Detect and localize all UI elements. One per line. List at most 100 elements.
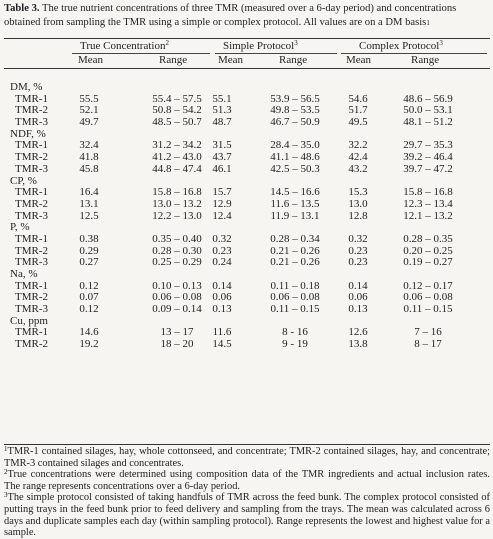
cell-label: TMR-1 bbox=[15, 186, 48, 199]
cell-tr: 41.2 – 43.0 bbox=[152, 151, 202, 164]
table-caption: Table 3. The true nutrient concentration… bbox=[4, 2, 490, 30]
cell-tm: 19.2 bbox=[79, 338, 99, 351]
cell-label: TMR-1 bbox=[15, 232, 48, 245]
cell-label: P, % bbox=[10, 221, 30, 234]
cell-cm: 42.4 bbox=[348, 151, 368, 164]
cell-label: TMR-2 bbox=[15, 244, 48, 257]
table-row: TMR-2 19.2 18 – 20 14.5 9 - 19 13.8 8 – 17 bbox=[0, 338, 493, 351]
header-simple-underline bbox=[215, 53, 337, 54]
header-true-underline bbox=[72, 53, 210, 54]
cell-tm: 0.12 bbox=[79, 303, 99, 316]
table-row: TMR-3 0.27 0.25 – 0.29 0.24 0.21 – 0.26 0.23 0… bbox=[0, 257, 493, 269]
cell-label: TMR-2 bbox=[15, 104, 48, 117]
cell-cr: 0.20 – 0.25 bbox=[403, 244, 453, 257]
cell-cm: 0.32 bbox=[348, 232, 368, 245]
table-group-row: Na, % bbox=[0, 268, 493, 281]
header-true-concentration: True Concentration2 bbox=[80, 39, 169, 53]
header-simple-protocol: Simple Protocol3 bbox=[223, 39, 298, 53]
header-simple-range: Range bbox=[279, 54, 308, 66]
cell-tr: 18 – 20 bbox=[160, 338, 194, 351]
cell-sm: 55.1 bbox=[212, 92, 232, 105]
cell-sr: 0.11 – 0.18 bbox=[270, 279, 320, 292]
cell-cm: 0.06 bbox=[348, 291, 368, 304]
cell-sr: 41.1 – 48.6 bbox=[270, 151, 320, 164]
cell-sr: 42.5 – 50.3 bbox=[270, 162, 320, 175]
cell-cr: 0.12 – 0.17 bbox=[403, 279, 453, 292]
cell-cm: 49.5 bbox=[348, 116, 368, 129]
cell-cm: 43.2 bbox=[348, 162, 368, 175]
cell-sr: 0.06 – 0.08 bbox=[270, 291, 320, 304]
footnote: 2True concentrations were determined usi… bbox=[4, 469, 490, 492]
cell-cr: 12.1 – 13.2 bbox=[403, 209, 453, 222]
header-complex-range: Range bbox=[411, 54, 440, 66]
table-label: Table 3. bbox=[4, 3, 40, 14]
table-bottom-rule bbox=[4, 444, 490, 445]
header-bottom-rule bbox=[4, 68, 490, 69]
cell-tm: 55.5 bbox=[79, 92, 99, 105]
cell-label: TMR-2 bbox=[15, 197, 48, 210]
cell-sr: 14.5 – 16.6 bbox=[270, 186, 320, 199]
cell-tm: 0.12 bbox=[79, 279, 99, 292]
cell-sm: 51.3 bbox=[212, 104, 232, 117]
cell-cr: 39.7 – 47.2 bbox=[403, 162, 453, 175]
cell-sr: 0.28 – 0.34 bbox=[270, 232, 320, 245]
footnote-mark: 2 bbox=[4, 468, 8, 477]
cell-tr: 44.8 – 47.4 bbox=[152, 162, 202, 175]
cell-cr: 8 – 17 bbox=[414, 338, 442, 351]
cell-cr: 0.06 – 0.08 bbox=[403, 291, 453, 304]
table-row: TMR-1 32.4 31.2 – 34.2 31.5 28.4 – 35.0 32.2 2… bbox=[0, 140, 493, 152]
cell-tr: 15.8 – 16.8 bbox=[152, 186, 202, 199]
table-group-row: P, % bbox=[0, 222, 493, 234]
cell-sm: 15.7 bbox=[212, 186, 232, 199]
cell-cr: 0.28 – 0.35 bbox=[403, 232, 453, 245]
cell-label: Na, % bbox=[10, 268, 38, 280]
cell-tr: 0.06 – 0.08 bbox=[152, 291, 202, 304]
cell-tr: 0.35 – 0.40 bbox=[152, 232, 202, 245]
cell-label: TMR-1 bbox=[15, 92, 48, 105]
footnote: 1TMR-1 contained silages, hay, whole cot… bbox=[4, 446, 490, 469]
table-row: TMR-3 0.12 0.09 – 0.14 0.13 0.11 – 0.15 0.13 0… bbox=[0, 303, 493, 316]
cell-cm: 13.8 bbox=[348, 338, 368, 351]
table-body: DM, % TMR-1 55.5 55.4 – 57.5 55.1 53.9 – 56.5… bbox=[0, 81, 493, 351]
cell-cr: 48.1 – 51.2 bbox=[403, 116, 453, 129]
table-row: TMR-2 0.29 0.28 – 0.30 0.23 0.21 – 0.26 0.23 0… bbox=[0, 244, 493, 258]
header-complex-protocol: Complex Protocol3 bbox=[359, 39, 443, 53]
cell-label: Cu, ppm bbox=[10, 314, 48, 327]
cell-tm: 0.29 bbox=[79, 244, 99, 257]
cell-tm: 16.4 bbox=[79, 186, 99, 199]
cell-cr: 29.7 – 35.3 bbox=[403, 139, 453, 152]
table-row: TMR-2 0.07 0.06 – 0.08 0.06 0.06 – 0.08 0.06 0… bbox=[0, 292, 493, 304]
cell-label: TMR-3 bbox=[15, 209, 48, 222]
cell-cr: 0.19 – 0.27 bbox=[403, 256, 453, 269]
cell-cm: 0.23 bbox=[348, 256, 368, 269]
cell-sr: 49.8 – 53.5 bbox=[270, 104, 320, 117]
header-complex-underline bbox=[341, 53, 487, 54]
table-row: TMR-1 55.5 55.4 – 57.5 55.1 53.9 – 56.5 54.6 4… bbox=[0, 92, 493, 106]
cell-sr: 0.21 – 0.26 bbox=[270, 244, 320, 257]
footnote-text: The simple protocol consisted of taking … bbox=[4, 492, 490, 539]
cell-sm: 0.23 bbox=[212, 244, 232, 257]
cell-tm: 32.4 bbox=[79, 139, 99, 152]
table-row: TMR-2 13.1 13.0 – 13.2 12.9 11.6 – 13.5 13.0 1… bbox=[0, 197, 493, 211]
cell-cm: 12.6 bbox=[348, 326, 368, 339]
table-group-row: NDF, % bbox=[0, 128, 493, 141]
table-row: TMR-2 41.8 41.2 – 43.0 43.7 41.1 – 48.6 42.4 3… bbox=[0, 151, 493, 164]
cell-label: TMR-3 bbox=[15, 116, 48, 129]
cell-tm: 12.5 bbox=[79, 209, 99, 222]
table-row: TMR-3 12.5 12.2 – 13.0 12.4 11.9 – 13.1 12.8 1… bbox=[0, 209, 493, 223]
cell-sr: 28.4 – 35.0 bbox=[270, 139, 320, 152]
cell-cm: 15.3 bbox=[348, 186, 368, 199]
header-true-range: Range bbox=[159, 54, 188, 66]
cell-sm: 48.7 bbox=[212, 116, 232, 129]
table-row: TMR-2 52.1 50.8 – 54.2 51.3 49.8 – 53.5 51.7 5… bbox=[0, 105, 493, 117]
caption-text: The true nutrient concentrations of thre… bbox=[4, 3, 457, 28]
header-true-mean: Mean bbox=[78, 54, 104, 66]
cell-sm: 12.9 bbox=[212, 197, 232, 210]
cell-sr: 9 - 19 bbox=[282, 338, 308, 351]
cell-cm: 0.13 bbox=[348, 303, 368, 316]
table-group-row: DM, % bbox=[0, 81, 493, 94]
cell-label: TMR-1 bbox=[15, 139, 48, 152]
cell-label: TMR-1 bbox=[15, 326, 48, 339]
cell-cr: 48.6 – 56.9 bbox=[403, 92, 453, 105]
header-simple-mean: Mean bbox=[218, 54, 244, 66]
